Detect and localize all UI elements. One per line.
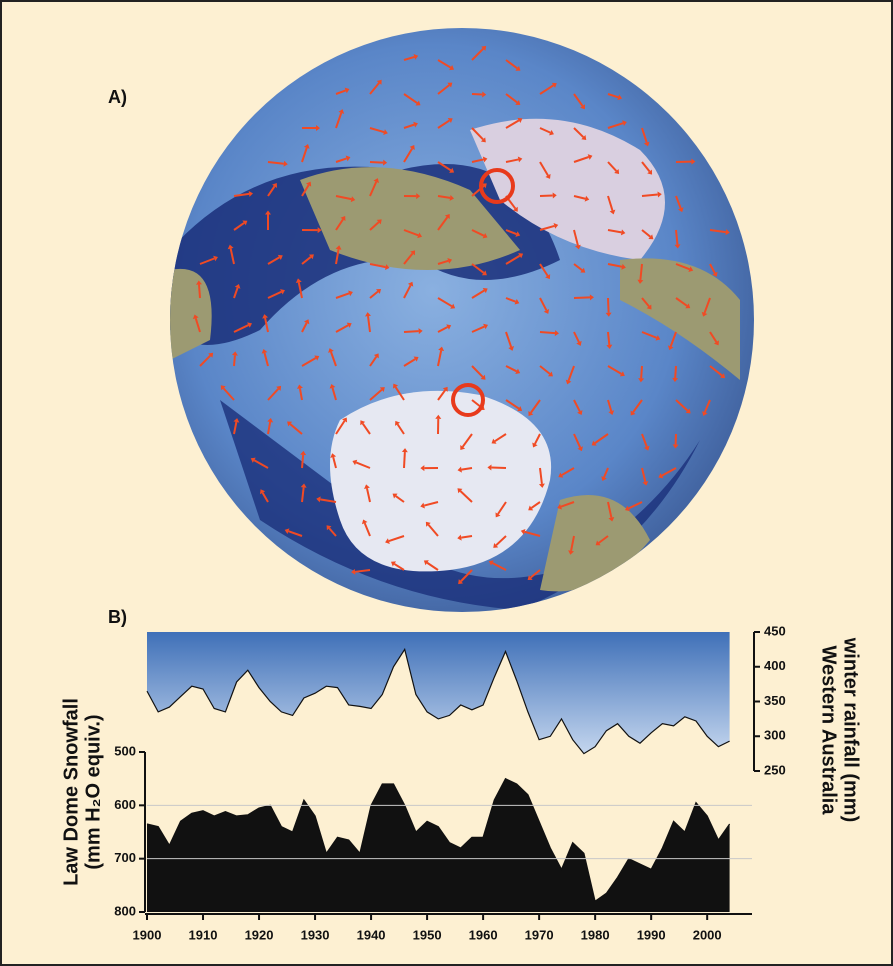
y-axis-title: Law Dome Snowfall bbox=[60, 698, 82, 886]
y2-tick-label: 250 bbox=[764, 762, 786, 777]
panel-label: B) bbox=[108, 607, 127, 627]
wind-arrow bbox=[404, 331, 419, 332]
x-tick-label: 1990 bbox=[637, 927, 666, 942]
wind-arrow bbox=[675, 366, 676, 378]
y2-axis-title: Western Australia bbox=[818, 646, 840, 816]
x-tick-label: 1900 bbox=[133, 927, 162, 942]
y2-tick-label: 350 bbox=[764, 693, 786, 708]
page: {"panels": {"a": "A)", "b": "B)"}, "char… bbox=[0, 0, 893, 966]
y-tick-label: 700 bbox=[114, 850, 136, 865]
y2-axis-title: winter rainfall (mm) bbox=[840, 637, 862, 822]
x-tick-label: 1950 bbox=[413, 927, 442, 942]
wind-arrow bbox=[540, 332, 555, 333]
wind-arrow bbox=[370, 162, 383, 163]
x-tick-label: 1980 bbox=[581, 927, 610, 942]
globe bbox=[170, 28, 754, 612]
wind-arrow bbox=[574, 297, 590, 298]
x-tick-label: 1930 bbox=[301, 927, 330, 942]
y2-tick-label: 300 bbox=[764, 728, 786, 743]
wind-arrow bbox=[199, 285, 200, 298]
x-tick-label: 2000 bbox=[693, 927, 722, 942]
panel-label: A) bbox=[108, 87, 127, 107]
wind-arrow bbox=[608, 298, 609, 313]
figure: A) B) 500 600 700 800 250 300 350 400 450 1900 191… bbox=[0, 0, 893, 966]
wind-arrow bbox=[608, 332, 609, 345]
y-axis-title: (mm H₂O equiv.) bbox=[82, 714, 104, 869]
x-tick-label: 1910 bbox=[189, 927, 218, 942]
y-tick-label: 600 bbox=[114, 797, 136, 812]
x-tick-label: 1970 bbox=[525, 927, 554, 942]
x-tick-label: 1960 bbox=[469, 927, 498, 942]
wind-arrow bbox=[234, 355, 235, 366]
y2-tick-label: 450 bbox=[764, 623, 786, 638]
wind-arrow bbox=[302, 455, 303, 468]
x-tick-label: 1920 bbox=[245, 927, 274, 942]
wind-arrow bbox=[641, 366, 642, 378]
wind-arrow bbox=[540, 195, 553, 196]
y-tick-label: 800 bbox=[114, 903, 136, 918]
x-tick-label: 1940 bbox=[357, 927, 386, 942]
y2-tick-label: 400 bbox=[764, 658, 786, 673]
y-tick-label: 500 bbox=[114, 743, 136, 758]
wind-arrow bbox=[404, 452, 405, 468]
